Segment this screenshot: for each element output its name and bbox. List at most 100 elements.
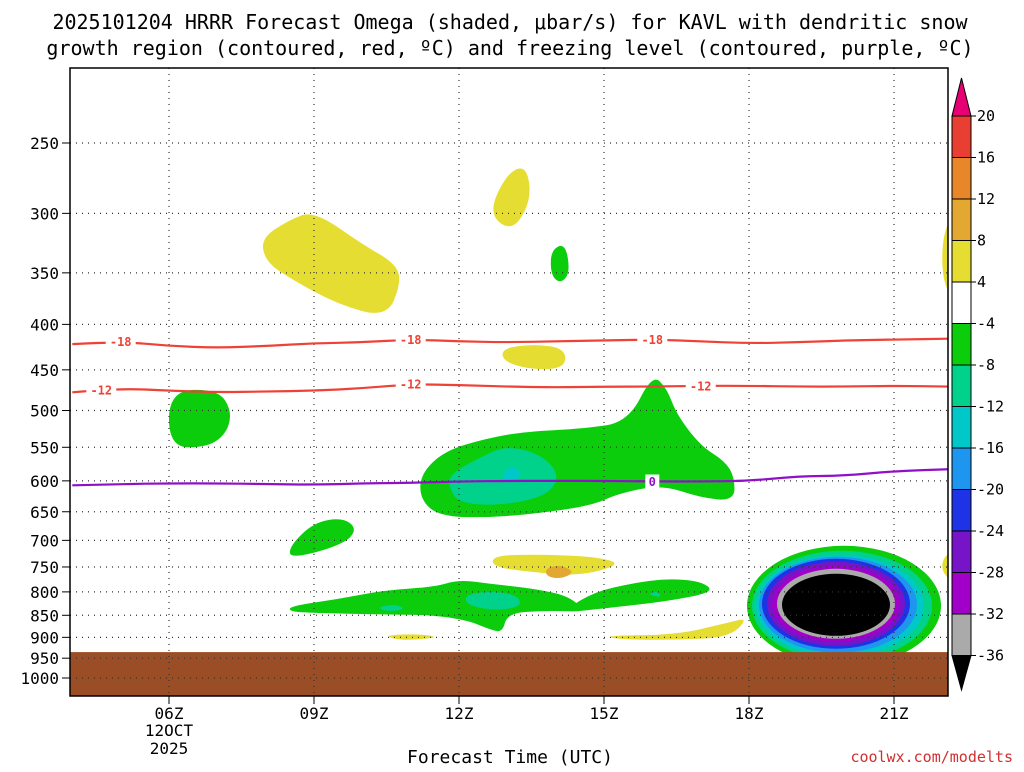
credit-link[interactable]: coolwx.com/modelts bbox=[850, 748, 1013, 766]
y-axis: 250 300 350 400 450 500 550 600 650 700 750 800 850 9… bbox=[20, 134, 70, 688]
colorbar: 20 16 12 8 4 -4 -8 -12 -16 -20 -24 -28 -32 -36 bbox=[951, 77, 1004, 692]
colorbar-label-5: -4 bbox=[977, 315, 995, 333]
omega-region-4 bbox=[546, 566, 572, 579]
y-tick-label-350: 350 bbox=[30, 264, 59, 283]
x-axis: 06Z 09Z 12Z 15Z 18Z 21Z bbox=[155, 696, 909, 723]
contour-line-1 bbox=[72, 383, 948, 394]
colorbar-top-arrow bbox=[951, 77, 972, 117]
omega-region-6 bbox=[388, 634, 434, 640]
contour-label-bg-2-0 bbox=[645, 474, 660, 489]
colorbar-segment-5 bbox=[951, 323, 972, 366]
y-tick-label-400: 400 bbox=[30, 315, 59, 334]
y-tick-label-750: 750 bbox=[30, 558, 59, 577]
colorbar-label-12: -32 bbox=[977, 605, 1004, 623]
y-tick-label-950: 950 bbox=[30, 649, 59, 668]
contour-label-1-2: -12 bbox=[690, 379, 712, 393]
contour-label-0-2: -18 bbox=[641, 333, 663, 347]
chart-title-line-2: growth region (contoured, red, ºC) and f… bbox=[46, 36, 973, 60]
x-tick-label-15Z: 15Z bbox=[590, 704, 619, 723]
colorbar-segment-6 bbox=[951, 364, 972, 407]
colorbar-bottom-arrow bbox=[951, 655, 972, 692]
y-tick-label-850: 850 bbox=[30, 606, 59, 625]
colorbar-segment-10 bbox=[951, 530, 972, 573]
omega-region-9 bbox=[550, 245, 569, 282]
y-tick-label-550: 550 bbox=[30, 438, 59, 457]
contour-label-bg-1-0 bbox=[86, 382, 117, 397]
omega-region-16 bbox=[380, 605, 403, 611]
x-tick-label-18Z: 18Z bbox=[735, 704, 764, 723]
contour-label-0-1: -18 bbox=[400, 333, 422, 347]
y-tick-label-900: 900 bbox=[30, 628, 59, 647]
colorbar-segment-8 bbox=[951, 447, 972, 490]
colorbar-label-7: -12 bbox=[977, 398, 1004, 416]
chart-title-line-1: 2025101204 HRRR Forecast Omega (shaded, … bbox=[52, 10, 968, 34]
y-tick-label-250: 250 bbox=[30, 134, 59, 153]
colorbar-label-3: 8 bbox=[977, 232, 986, 250]
colorbar-label-8: -16 bbox=[977, 439, 1004, 457]
colorbar-segment-11 bbox=[951, 572, 972, 615]
omega-region-14 bbox=[289, 519, 354, 556]
y-tick-label-700: 700 bbox=[30, 531, 59, 550]
colorbar-label-13: -36 bbox=[977, 647, 1004, 665]
omega-region-5 bbox=[610, 619, 744, 640]
y-tick-label-650: 650 bbox=[30, 503, 59, 522]
x-tick-label-21Z: 21Z bbox=[880, 704, 909, 723]
omega-region-10 bbox=[169, 389, 230, 448]
below-ground-mask bbox=[70, 652, 948, 696]
contour-label-bg-1-2 bbox=[685, 378, 716, 393]
contour-line-2 bbox=[72, 468, 948, 487]
y-tick-label-1000: 1000 bbox=[20, 669, 59, 688]
colorbar-segment-9 bbox=[951, 489, 972, 532]
x-tick-label-12Z: 12Z bbox=[445, 704, 474, 723]
temperature-contours: -18 -18 -18 -12 -12 -12 0 bbox=[72, 332, 948, 489]
omega-region-3 bbox=[492, 554, 615, 575]
omega-region-13 bbox=[502, 466, 521, 481]
x-tick-label-06Z: 06Z bbox=[155, 704, 184, 723]
chart-title: 2025101204 HRRR Forecast Omega (shaded, … bbox=[46, 10, 973, 60]
colorbar-label-1: 16 bbox=[977, 149, 995, 167]
core-ring-36 bbox=[782, 573, 890, 636]
omega-region-18 bbox=[567, 579, 710, 612]
y-tick-label-800: 800 bbox=[30, 583, 59, 602]
plot-frame bbox=[69, 67, 949, 697]
omega-region-15 bbox=[289, 581, 580, 632]
x-tick-label-09Z: 09Z bbox=[300, 704, 329, 723]
contour-label-bg-0-0 bbox=[105, 334, 136, 349]
colorbar-label-10: -24 bbox=[977, 522, 1004, 540]
date-label-year: 2025 bbox=[150, 739, 189, 758]
colorbar-segment-0 bbox=[951, 115, 972, 158]
omega-region-7 bbox=[942, 224, 948, 291]
contour-label-0-0: -18 bbox=[110, 335, 132, 349]
colorbar-segment-7 bbox=[951, 406, 972, 449]
colorbar-label-9: -20 bbox=[977, 481, 1004, 499]
contour-label-2-0: 0 bbox=[649, 475, 656, 489]
colorbar-label-0: 20 bbox=[977, 107, 995, 125]
omega-region-19 bbox=[650, 592, 661, 597]
colorbar-segment-2 bbox=[951, 198, 972, 241]
contour-label-bg-1-1 bbox=[395, 377, 426, 392]
strong-ascent-core bbox=[747, 545, 941, 666]
contour-label-1-1: -12 bbox=[400, 378, 422, 392]
y-tick-label-600: 600 bbox=[30, 472, 59, 491]
colorbar-segment-1 bbox=[951, 157, 972, 200]
x-axis-label: Forecast Time (UTC) bbox=[407, 747, 613, 768]
omega-region-1 bbox=[493, 168, 530, 227]
colorbar-segment-3 bbox=[951, 240, 972, 283]
date-label-day: 12OCT bbox=[145, 721, 194, 740]
y-tick-label-450: 450 bbox=[30, 361, 59, 380]
omega-region-8 bbox=[942, 554, 948, 578]
contour-label-1-0: -12 bbox=[90, 383, 112, 397]
colorbar-label-6: -8 bbox=[977, 356, 995, 374]
colorbar-segment-12 bbox=[951, 613, 972, 656]
colorbar-label-11: -28 bbox=[977, 564, 1004, 582]
omega-region-17 bbox=[465, 591, 520, 610]
colorbar-segment-4 bbox=[951, 281, 972, 324]
omega-region-0 bbox=[262, 214, 400, 313]
contour-label-bg-0-2 bbox=[637, 332, 668, 347]
y-tick-label-500: 500 bbox=[30, 402, 59, 421]
colorbar-label-4: 4 bbox=[977, 273, 986, 291]
omega-region-2 bbox=[502, 345, 566, 370]
contour-label-bg-0-1 bbox=[395, 332, 426, 347]
